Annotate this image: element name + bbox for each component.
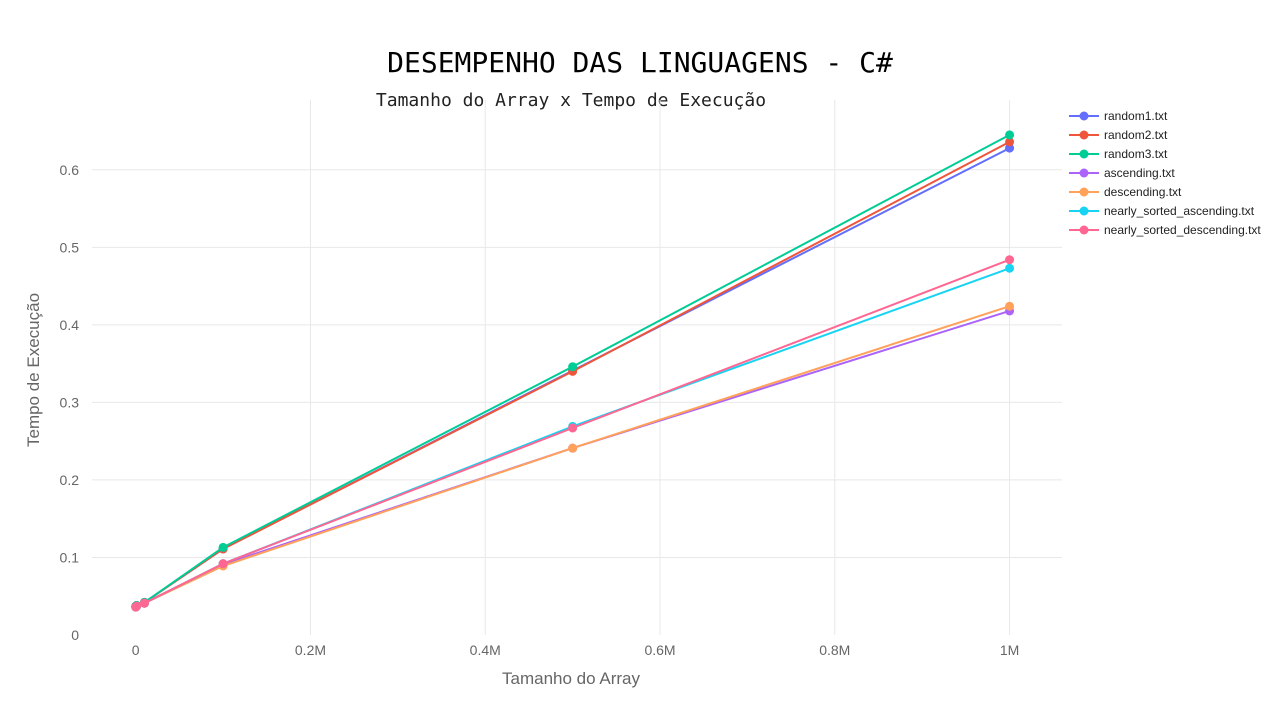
legend-item: nearly_sorted_ascending.txt: [1069, 204, 1255, 218]
x-tick-label: 0.2M: [295, 642, 326, 658]
legend-marker: [1079, 149, 1089, 159]
y-tick-label: 0: [71, 627, 79, 643]
legend-item: random1.txt: [1069, 109, 1168, 123]
legend: random1.txt random2.txt random3.txt ascendi…: [1069, 109, 1261, 237]
y-tick-label: 0.3: [60, 394, 80, 410]
legend-marker: [1079, 225, 1089, 235]
x-tick-label: 0.6M: [644, 642, 675, 658]
data-point: [568, 443, 578, 453]
data-point: [139, 598, 149, 608]
series-layer: [131, 130, 1015, 612]
legend-marker: [1079, 187, 1089, 197]
legend-marker: [1079, 206, 1089, 216]
x-axis-title: Tamanho do Array: [502, 669, 640, 688]
series-4: [131, 301, 1015, 612]
legend-item: ascending.txt: [1069, 166, 1175, 180]
legend-label: random2.txt: [1104, 128, 1168, 142]
series-5: [131, 263, 1015, 612]
legend-label: ascending.txt: [1104, 166, 1175, 180]
legend-marker: [1079, 130, 1089, 140]
data-point: [1005, 255, 1015, 265]
series-line: [135, 309, 1010, 608]
series-6: [131, 255, 1015, 612]
legend-item: random3.txt: [1069, 147, 1168, 161]
data-point: [132, 601, 142, 611]
data-point: [218, 559, 228, 569]
x-tick-label: 0.4M: [470, 642, 501, 658]
series-2: [131, 130, 1015, 611]
y-tick-label: 0.5: [60, 239, 80, 255]
legend-marker: [1079, 168, 1089, 178]
data-point: [1005, 263, 1015, 273]
x-tick-label: 0.8M: [819, 642, 850, 658]
series-line: [135, 147, 1011, 608]
data-point: [218, 542, 228, 552]
series-1: [131, 137, 1015, 611]
legend-item: nearly_sorted_descending.txt: [1069, 223, 1261, 237]
series-0: [131, 143, 1015, 611]
data-point: [1005, 130, 1015, 140]
series-3: [131, 306, 1015, 612]
x-tick-label: 1M: [1000, 642, 1019, 658]
legend-item: descending.txt: [1069, 185, 1182, 199]
y-tick-label: 0.2: [60, 472, 80, 488]
chart-title: DESEMPENHO DAS LINGUAGENS - C#: [387, 46, 893, 79]
data-point: [1005, 137, 1015, 147]
x-axis-ticks: 0 0.2M 0.4M 0.6M 0.8M 1M: [132, 642, 1019, 658]
legend-label: nearly_sorted_ascending.txt: [1104, 204, 1255, 218]
y-tick-label: 0.1: [60, 549, 80, 565]
legend-label: random1.txt: [1104, 109, 1168, 123]
chart-subtitle: Tamanho do Array x Tempo de Execução: [376, 90, 766, 111]
grid: [92, 100, 1062, 635]
series-line: [135, 267, 1010, 608]
legend-label: nearly_sorted_descending.txt: [1104, 223, 1261, 237]
y-axis-ticks: 0 0.1 0.2 0.3 0.4 0.5 0.6: [60, 162, 80, 643]
legend-label: random3.txt: [1104, 147, 1168, 161]
data-point: [1005, 143, 1015, 153]
x-tick-label: 0: [132, 642, 140, 658]
legend-label: descending.txt: [1104, 185, 1182, 199]
legend-marker: [1079, 111, 1089, 121]
series-line: [135, 258, 1010, 608]
data-point: [568, 362, 578, 372]
data-point: [1005, 301, 1015, 311]
y-tick-label: 0.6: [60, 162, 80, 178]
data-point: [568, 423, 578, 433]
y-tick-label: 0.4: [60, 317, 80, 333]
legend-item: random2.txt: [1069, 128, 1168, 142]
y-axis-title: Tempo de Execução: [24, 293, 43, 447]
